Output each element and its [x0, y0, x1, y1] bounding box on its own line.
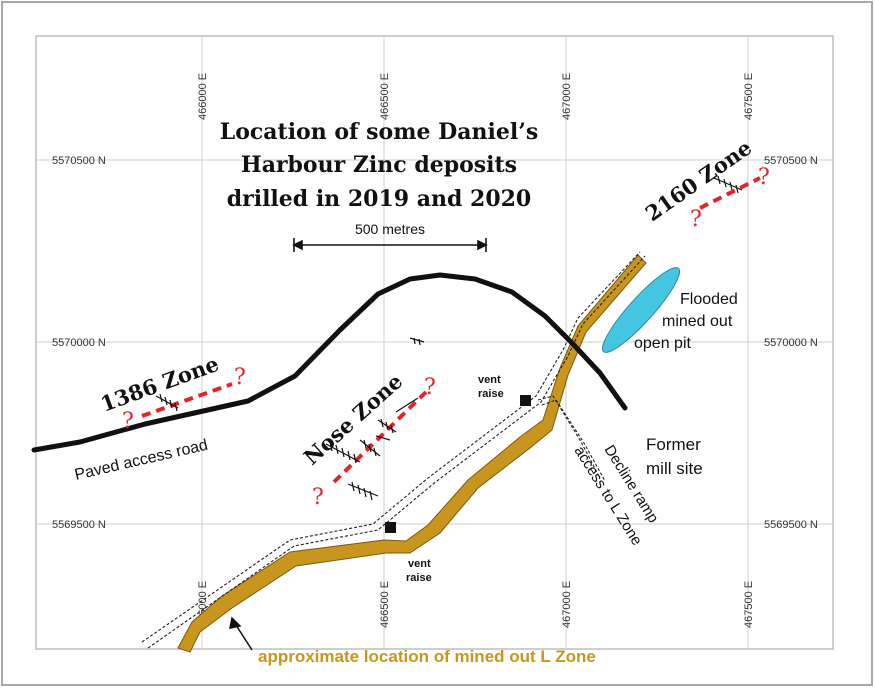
question-mark: ?	[234, 365, 246, 390]
easting-label-bottom: 467000 E	[561, 581, 573, 628]
question-mark: ?	[122, 409, 134, 434]
easting-label-top: 466500 E	[379, 73, 391, 120]
drill-trace-icon	[155, 393, 179, 412]
map-title-line: drilled in 2019 and 2020	[227, 186, 532, 212]
vent-raise-label: vent	[478, 374, 501, 386]
question-mark: ?	[758, 165, 770, 190]
vent-raise-label: vent	[408, 558, 431, 570]
map-title-line: Harbour Zinc deposits	[241, 152, 517, 178]
vent-raise-label: raise	[406, 572, 432, 584]
vent-raise-label: raise	[478, 388, 504, 400]
question-mark: ?	[690, 207, 702, 232]
mill-site-label: Former	[646, 435, 701, 454]
easting-label-top: 467500 E	[743, 73, 755, 120]
question-mark: ?	[312, 485, 324, 510]
decline-ramp	[141, 251, 646, 649]
easting-label-bottom: 466500 E	[379, 581, 391, 628]
northing-label-right: 5569500 N	[764, 519, 818, 531]
scale-bar	[292, 238, 488, 252]
northing-label-left: 5570500 N	[52, 155, 106, 167]
northing-label-right: 5570500 N	[764, 155, 818, 167]
l-zone-label: approximate location of mined out L Zone	[258, 647, 596, 666]
mill-site-label: mill site	[646, 459, 703, 478]
easting-label-top: 466000 E	[197, 73, 209, 120]
northing-label-left: 5570000 N	[52, 337, 106, 349]
zone-2160-trend	[699, 176, 761, 210]
easting-label-top: 467000 E	[561, 73, 573, 120]
map-title-line: Location of some Daniel’s	[220, 119, 539, 145]
northing-label-right: 5570000 N	[764, 337, 818, 349]
drill-trace-icon	[713, 175, 743, 194]
vent-raise-marker	[385, 522, 396, 533]
easting-label-bottom: 467500 E	[743, 581, 755, 628]
l-zone-arrow	[229, 616, 253, 651]
vent-raise-marker	[520, 395, 531, 406]
drill-trace-icon	[325, 337, 425, 501]
zone-1386-trend	[141, 382, 233, 418]
flooded-pit-label: mined out	[662, 313, 733, 330]
paved-road	[31, 272, 628, 453]
flooded-pit-label: Flooded	[680, 291, 738, 308]
l-zone-outline	[177, 254, 647, 653]
flooded-pit-label: open pit	[634, 335, 691, 352]
flooded-pit	[601, 267, 681, 353]
northing-label-left: 5569500 N	[52, 519, 106, 531]
scale-bar-label: 500 metres	[355, 221, 425, 237]
question-mark: ?	[424, 375, 436, 400]
